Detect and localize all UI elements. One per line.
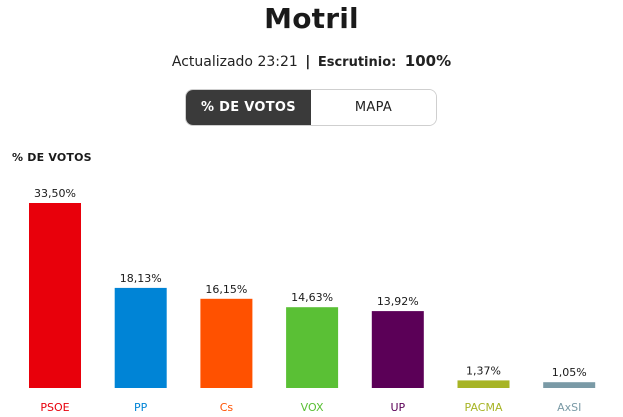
bar-axsi[interactable] xyxy=(543,382,596,388)
view-tabs: % DE VOTOS MAPA xyxy=(185,89,437,126)
updated-time: Actualizado 23:21 xyxy=(171,54,298,70)
category-label-up: UP xyxy=(390,401,405,414)
bar-psoe[interactable] xyxy=(29,203,81,388)
bar-cs[interactable] xyxy=(200,298,253,388)
chart-title: % DE VOTOS xyxy=(12,151,92,164)
bar-up[interactable] xyxy=(371,311,424,388)
category-label-cs: Cs xyxy=(220,401,234,414)
category-label-pacma: PACMA xyxy=(465,401,503,414)
tab-map[interactable]: MAPA xyxy=(311,90,436,125)
category-label-axsi: AxSI xyxy=(557,401,581,414)
separator: | xyxy=(305,54,311,70)
value-label-cs: 16,15% xyxy=(205,283,247,296)
value-label-up: 13,92% xyxy=(377,295,419,308)
update-status: Actualizado 23:21 | Escrutinio: 100% xyxy=(0,52,623,70)
page-title: Motril xyxy=(264,2,359,35)
bar-pp[interactable] xyxy=(114,287,167,388)
scrutiny-label: Escrutinio: xyxy=(317,55,397,70)
value-label-pp: 18,13% xyxy=(120,272,162,285)
scrutiny-value: 100% xyxy=(404,52,452,70)
category-label-psoe: PSOE xyxy=(40,401,69,414)
category-label-pp: PP xyxy=(134,401,148,414)
value-label-psoe: 33,50% xyxy=(34,187,76,200)
bar-vox[interactable] xyxy=(286,307,339,388)
value-label-axsi: 1,05% xyxy=(552,366,587,379)
tab-percent-votes[interactable]: % DE VOTOS xyxy=(186,90,311,125)
value-label-pacma: 1,37% xyxy=(466,364,501,377)
category-label-vox: VOX xyxy=(301,401,324,414)
bar-pacma[interactable] xyxy=(457,380,510,388)
value-label-vox: 14,63% xyxy=(291,291,333,304)
